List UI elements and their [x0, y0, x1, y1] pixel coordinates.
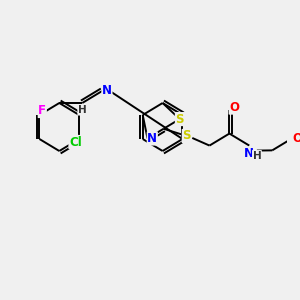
Text: O: O	[292, 132, 300, 145]
Text: F: F	[38, 104, 46, 118]
Text: S: S	[182, 130, 191, 142]
Text: Cl: Cl	[69, 136, 82, 148]
Text: O: O	[229, 101, 239, 114]
Text: N: N	[244, 147, 254, 160]
Text: H: H	[253, 151, 261, 160]
Text: S: S	[176, 112, 184, 126]
Text: N: N	[147, 132, 157, 145]
Text: H: H	[78, 105, 87, 115]
Text: N: N	[102, 85, 112, 98]
